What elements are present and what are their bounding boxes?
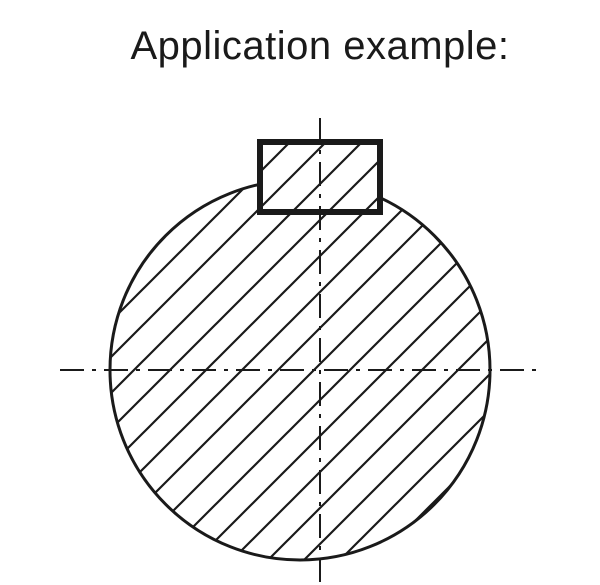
section-diagram: [0, 0, 600, 585]
